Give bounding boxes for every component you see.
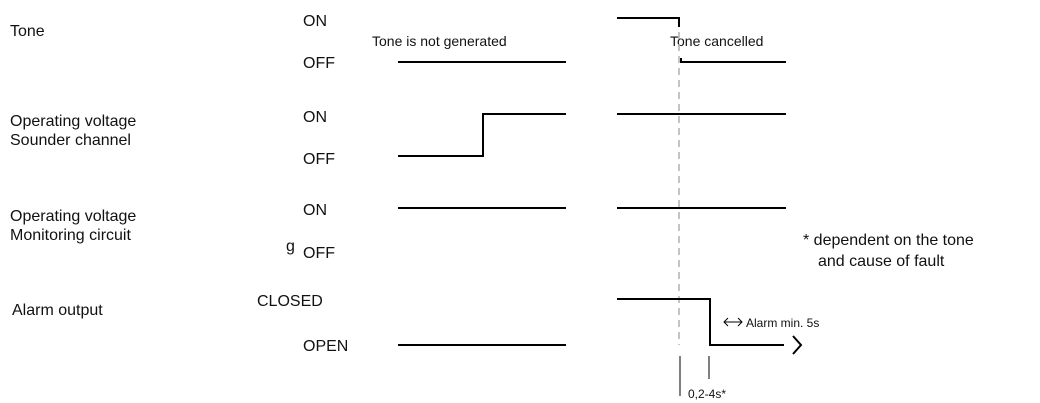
- tone-not-generated-note: Tone is not generated: [372, 33, 507, 49]
- sounder-rising-edge: [398, 113, 566, 157]
- sounder-signal-name-line1: Operating voltage: [10, 113, 137, 130]
- monitoring-signal-name-line2: Monitoring circuit: [10, 227, 131, 244]
- alarm-min-note: Alarm min. 5s: [746, 316, 820, 330]
- delay-note: 0,2-4s*: [688, 387, 727, 401]
- monitoring-signal-name-line1: Operating voltage: [10, 208, 137, 225]
- tone-off-label: OFF: [303, 55, 335, 72]
- alarm-min-arrow-left: [723, 317, 729, 327]
- sounder-off-label: OFF: [303, 151, 335, 168]
- monitoring-on-label: ON: [303, 202, 327, 219]
- footnote-line1: * dependent on the tone: [803, 232, 974, 249]
- alarm-min-arrow-right: [737, 317, 743, 327]
- tone-signal-name: Tone: [10, 23, 45, 40]
- monitoring-off-label: OFF: [303, 245, 335, 262]
- tone-on-label: ON: [303, 13, 327, 30]
- sounder-signal-name-line2: Sounder channel: [10, 132, 131, 149]
- alarm-falling-edge: [617, 298, 784, 346]
- alarm-closed-label: CLOSED: [257, 293, 323, 310]
- sounder-on-label: ON: [303, 109, 327, 126]
- alarm-signal-name: Alarm output: [12, 302, 103, 319]
- monitoring-prefix-mark: g: [286, 238, 295, 255]
- footnote-line2: and cause of fault: [818, 253, 945, 270]
- tone-cancelled-note: Tone cancelled: [670, 33, 764, 49]
- tone-cancel-step: [617, 17, 680, 27]
- alarm-open-label: OPEN: [303, 338, 349, 355]
- alarm-arrow-head: [792, 335, 803, 355]
- tone-off-line-right: [680, 58, 786, 63]
